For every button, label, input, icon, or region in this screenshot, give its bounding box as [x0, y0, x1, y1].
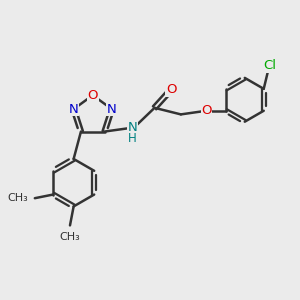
Text: CH₃: CH₃	[60, 232, 80, 242]
Text: H: H	[128, 132, 137, 146]
Text: O: O	[88, 89, 98, 102]
Text: N: N	[107, 103, 117, 116]
Text: N: N	[69, 103, 79, 116]
Text: O: O	[166, 83, 177, 96]
Text: Cl: Cl	[263, 59, 276, 72]
Text: CH₃: CH₃	[8, 193, 28, 203]
Text: O: O	[201, 104, 212, 117]
Text: N: N	[128, 122, 137, 134]
